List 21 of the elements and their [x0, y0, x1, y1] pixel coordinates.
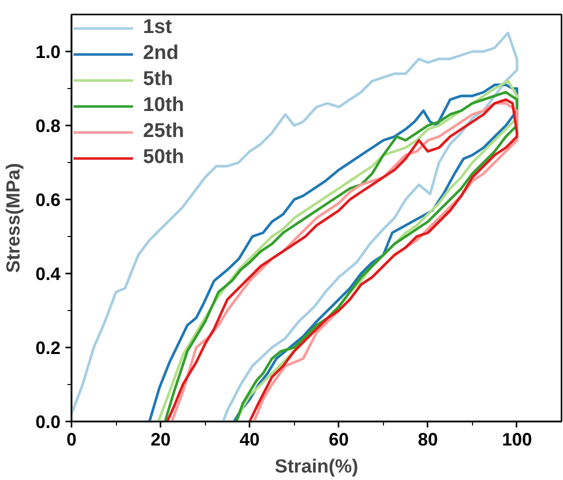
x-tick-label: 20	[150, 430, 171, 450]
y-tick-label: 0.4	[35, 264, 61, 284]
x-tick-label: 0	[66, 430, 77, 450]
y-tick-label: 1.0	[35, 42, 61, 62]
x-axis-title: Strain(%)	[274, 456, 358, 478]
x-tick-label: 60	[328, 430, 349, 450]
legend-label: 10th	[143, 94, 184, 117]
y-tick-label: 0.0	[35, 412, 61, 432]
legend-label: 5th	[143, 68, 173, 91]
y-tick-label: 0.6	[35, 190, 61, 210]
x-tick-label: 80	[418, 430, 438, 450]
y-tick-label: 0.2	[35, 338, 61, 358]
x-tick-label: 40	[240, 430, 260, 450]
y-axis-title: Stress(MPa)	[3, 163, 24, 273]
legend-label: 25th	[143, 120, 184, 143]
y-tick-label: 0.8	[35, 116, 61, 136]
x-tick-label: 100	[502, 430, 532, 450]
legend-label: 2nd	[143, 42, 179, 65]
line-series	[72, 32, 518, 422]
legend-label: 1st	[143, 16, 172, 39]
legend-label: 50th	[143, 146, 184, 169]
